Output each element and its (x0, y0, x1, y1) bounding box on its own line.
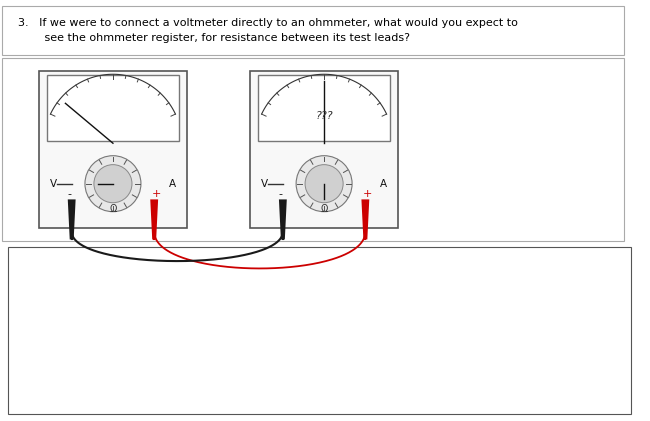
Text: ???: ??? (315, 111, 333, 121)
Circle shape (296, 156, 352, 212)
Polygon shape (361, 200, 369, 240)
Polygon shape (250, 71, 398, 228)
Polygon shape (2, 58, 623, 241)
Polygon shape (68, 200, 75, 240)
Polygon shape (258, 75, 391, 141)
Text: -: - (279, 189, 283, 200)
Polygon shape (279, 200, 287, 240)
Text: +: + (151, 189, 161, 200)
Text: V: V (261, 179, 268, 189)
Polygon shape (2, 6, 623, 55)
Text: Ω: Ω (320, 204, 328, 214)
Text: V: V (49, 179, 57, 189)
Text: -: - (68, 189, 72, 200)
Polygon shape (47, 75, 179, 141)
Circle shape (85, 156, 141, 212)
Circle shape (94, 165, 132, 203)
Circle shape (305, 165, 343, 203)
Text: A: A (380, 179, 387, 189)
Text: A: A (169, 179, 176, 189)
Text: see the ohmmeter register, for resistance between its test leads?: see the ohmmeter register, for resistanc… (27, 33, 411, 43)
Polygon shape (39, 71, 187, 228)
Text: Ω: Ω (109, 204, 116, 214)
Polygon shape (8, 247, 630, 414)
Polygon shape (150, 200, 158, 240)
Text: +: + (363, 189, 372, 200)
Text: 3.   If we were to connect a voltmeter directly to an ohmmeter, what would you e: 3. If we were to connect a voltmeter dir… (18, 18, 517, 27)
